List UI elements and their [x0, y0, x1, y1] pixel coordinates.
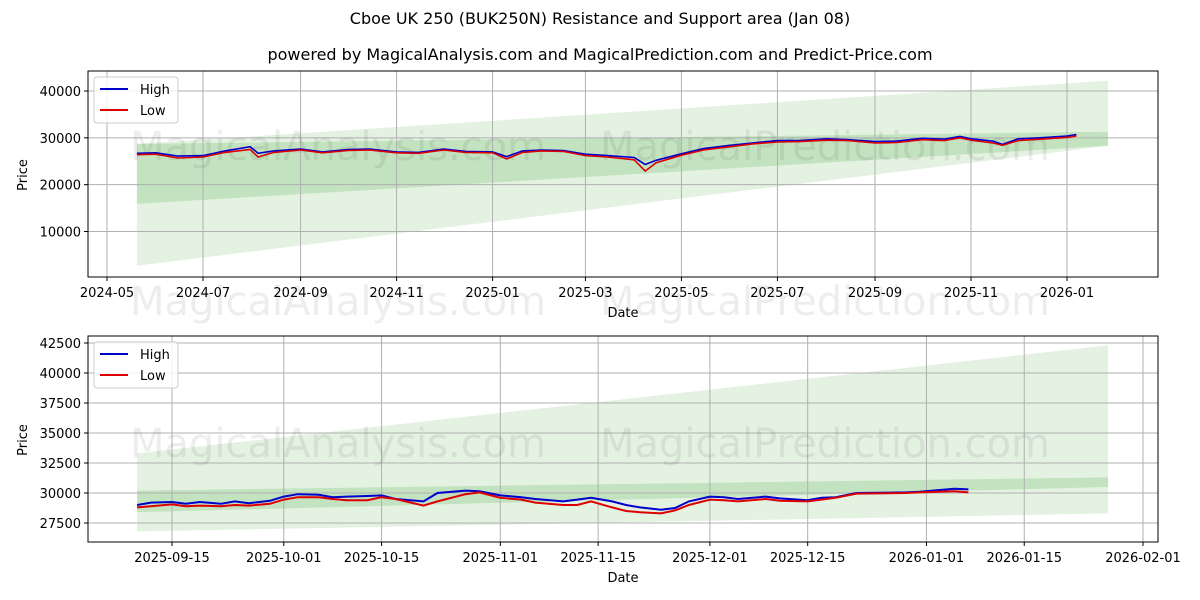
x-tick-label: 2025-11: [944, 286, 998, 301]
bottom-gridlines: [88, 336, 1158, 542]
top-chart: MagicalAnalysis.com MagicalPrediction.co…: [16, 70, 1159, 325]
x-tick-label: 2025-11-15: [560, 551, 636, 566]
y-tick-label: 40000: [40, 367, 81, 382]
top-x-axis-label: Date: [607, 306, 638, 321]
top-support-bands: [136, 80, 1108, 266]
top-low-line: [136, 135, 1077, 173]
top-high-line: [136, 133, 1077, 166]
y-tick-label: 20000: [40, 179, 81, 194]
top-watermark-2: MagicalPrediction.com: [600, 124, 1050, 170]
y-tick-label: 35000: [40, 427, 81, 442]
top-legend: High Low: [93, 76, 179, 124]
chart-title: Cboe UK 250 (BUK250N) Resistance and Sup…: [349, 9, 851, 28]
top-y-axis: 10000 20000 30000 40000: [40, 85, 88, 241]
top-x-axis: 2024-05 2024-07 2024-09 2024-11 2025-01 2025-…: [80, 277, 1094, 301]
y-tick-label: 37500: [40, 397, 81, 412]
bottom-x-axis: 2025-09-15 2025-10-01 2025-10-15 2025-11-01…: [134, 542, 1181, 566]
y-tick-label: 32500: [40, 457, 81, 472]
top-plot-frame: [87, 70, 1159, 278]
bot-band-support-dark: [137, 477, 1109, 513]
bottom-high-line: [136, 487, 969, 511]
x-tick-label: 2026-02-01: [1105, 551, 1181, 566]
x-tick-label: 2025-12-01: [672, 551, 748, 566]
top-watermark-1: MagicalAnalysis.com: [130, 124, 546, 170]
y-tick-label: 40000: [40, 85, 81, 100]
x-tick-label: 2026-01-01: [889, 551, 965, 566]
x-tick-label: 2025-01: [465, 286, 519, 301]
bottom-plot-frame: [87, 335, 1159, 543]
y-tick-label: 42500: [40, 337, 81, 352]
top-legend-high-label: High: [140, 83, 170, 98]
x-tick-label: 2025-12-15: [770, 551, 846, 566]
top-gridlines: [88, 71, 1158, 277]
bottom-low-line: [137, 490, 969, 515]
chart-subtitle: powered by MagicalAnalysis.com and Magic…: [267, 45, 933, 64]
top-watermark-4: MagicalPrediction.com: [600, 279, 1050, 325]
x-tick-label: 2025-09: [848, 286, 902, 301]
y-tick-label: 10000: [40, 226, 81, 241]
y-tick-label: 30000: [40, 132, 81, 147]
x-tick-label: 2025-07: [750, 286, 804, 301]
y-tick-label: 30000: [40, 487, 81, 502]
bottom-legend: High Low: [93, 341, 179, 389]
x-tick-label: 2025-11-01: [463, 551, 539, 566]
top-legend-low-label: Low: [140, 104, 166, 119]
bottom-chart: MagicalAnalysis.com MagicalPrediction.co…: [16, 335, 1181, 586]
top-watermark-3: MagicalAnalysis.com: [130, 279, 546, 325]
bottom-y-axis: 27500 30000 32500 35000 37500 40000 42500: [40, 337, 88, 532]
bottom-watermark-2: MagicalPrediction.com: [600, 421, 1050, 467]
x-tick-label: 2025-05: [654, 286, 708, 301]
x-tick-label: 2025-10-15: [344, 551, 420, 566]
bottom-x-axis-label: Date: [607, 571, 638, 586]
x-tick-label: 2025-10-01: [246, 551, 322, 566]
bottom-support-bands: [137, 345, 1109, 532]
x-tick-label: 2025-03: [558, 286, 612, 301]
x-tick-label: 2025-09-15: [134, 551, 210, 566]
x-tick-label: 2024-09: [273, 286, 327, 301]
x-tick-label: 2024-05: [80, 286, 134, 301]
x-tick-label: 2024-07: [176, 286, 230, 301]
y-tick-label: 27500: [40, 517, 81, 532]
x-tick-label: 2026-01-15: [986, 551, 1062, 566]
bottom-y-axis-label: Price: [16, 424, 31, 456]
top-y-axis-label: Price: [16, 159, 31, 191]
x-tick-label: 2026-01: [1040, 286, 1094, 301]
bottom-legend-high-label: High: [140, 348, 170, 363]
bottom-legend-low-label: Low: [140, 369, 166, 384]
bottom-watermark-1: MagicalAnalysis.com: [130, 421, 546, 467]
x-tick-label: 2024-11: [369, 286, 423, 301]
